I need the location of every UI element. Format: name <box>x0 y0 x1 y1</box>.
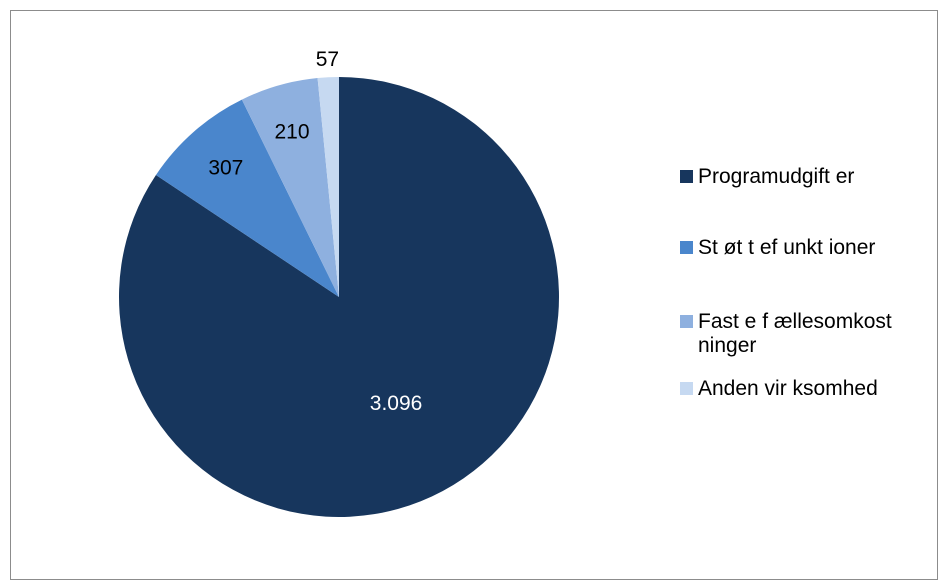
data-label-anden-virksomhed: 57 <box>316 48 339 71</box>
pie-slice-anden-virksomhed <box>317 77 339 297</box>
data-label-stoettefunktioner: 307 <box>208 156 243 179</box>
legend-swatch <box>680 382 693 395</box>
legend-item-faste-faellesomkostninger: Fast e f ællesomkost ninger <box>680 310 938 358</box>
pie-slice-stoettefunktioner <box>155 99 339 297</box>
data-label-faste-faellesomkostninger: 210 <box>274 120 309 143</box>
legend-label: Fast e f ællesomkost ninger <box>698 310 892 357</box>
legend-item-anden-virksomhed: Anden vir ksomhed <box>680 377 938 401</box>
legend-label: St øt t ef unkt ioner <box>698 236 876 259</box>
data-label-programudgifter: 3.096 <box>370 392 423 415</box>
legend-swatch <box>680 315 693 328</box>
legend-label: Anden vir ksomhed <box>698 377 878 400</box>
legend-swatch <box>680 241 693 254</box>
legend-item-stoettefunktioner: St øt t ef unkt ioner <box>680 236 938 260</box>
legend-swatch <box>680 170 693 183</box>
legend-label: Programudgift er <box>698 165 855 188</box>
legend-item-programudgifter: Programudgift er <box>680 165 938 189</box>
pie-slice-faste-faellesomkostninger <box>241 78 339 297</box>
